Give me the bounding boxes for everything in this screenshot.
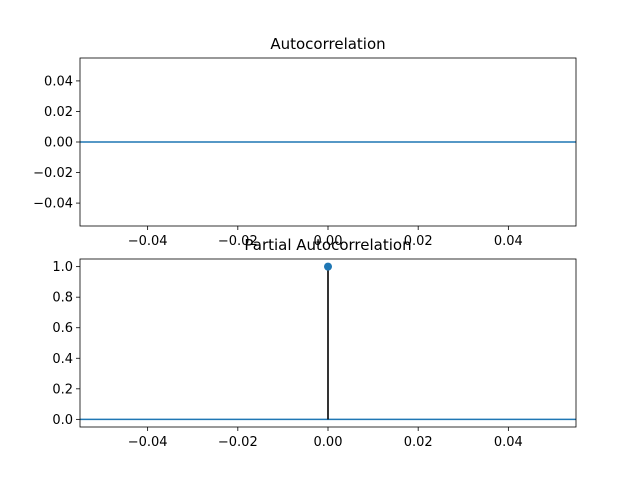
y-tick-label: −0.04	[33, 197, 73, 212]
x-tick-label: 0.00	[314, 435, 343, 450]
x-tick-label: −0.02	[218, 234, 258, 249]
x-tick-label: 0.02	[404, 234, 433, 249]
x-tick-label: 0.04	[494, 435, 523, 450]
y-tick-label: 0.2	[52, 382, 73, 397]
y-tick-label: 0.02	[44, 105, 73, 120]
x-tick-label: 0.04	[494, 234, 523, 249]
autocorrelation-panel: −0.04 −0.02 0.00 0.02 0.04 −0.04 −0.02 0.00 0.02…	[33, 35, 577, 249]
x-tick-label: 0.02	[404, 435, 433, 450]
y-tick-label: 0.6	[52, 321, 73, 336]
y-tick-label: 0.04	[44, 74, 73, 89]
x-tick-label: 0.00	[314, 234, 343, 249]
x-tick-label: −0.02	[218, 435, 258, 450]
y-tick-label: 0.0	[52, 413, 73, 428]
y-tick-label: 0.8	[52, 291, 73, 306]
x-tick-label: −0.04	[128, 234, 168, 249]
stem-marker	[324, 262, 332, 271]
partial-autocorrelation-panel: −0.04 −0.02 0.00 0.02 0.04 0.0 0.2 0.4 0.6 0.8 1.0…	[52, 236, 577, 450]
chart-title: Partial Autocorrelation	[244, 236, 411, 254]
x-tick-label: −0.04	[128, 435, 168, 450]
chart-title: Autocorrelation	[270, 35, 385, 53]
y-tick-label: −0.02	[33, 166, 73, 181]
y-tick-label: 0.4	[52, 352, 73, 367]
y-tick-label: 1.0	[52, 260, 73, 275]
y-tick-label: 0.00	[44, 136, 73, 151]
